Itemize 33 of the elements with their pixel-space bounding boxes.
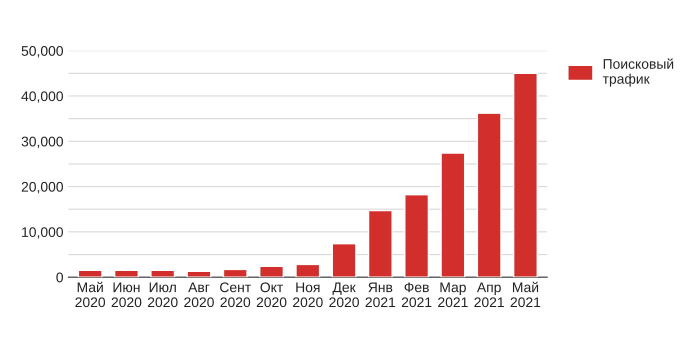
bar: [440, 152, 466, 278]
x-tick-label: Май 2020: [75, 282, 106, 308]
x-tick-label: Окт 2020: [256, 282, 286, 308]
x-tick-label: Фев 2021: [402, 282, 432, 308]
x-tick-label: Апр 2021: [474, 282, 504, 308]
x-tick-label: Сент 2020: [220, 282, 251, 308]
x-tick-label: Ноя 2020: [293, 282, 323, 308]
bar: [186, 270, 212, 278]
bar: [295, 264, 320, 278]
y-tick-label: 10,000: [22, 227, 63, 239]
x-tick-label: Июл 2020: [148, 282, 178, 308]
x-tick-label: Янв 2021: [366, 282, 396, 308]
bar: [332, 242, 357, 278]
bar: [114, 270, 139, 278]
x-tick-label: Мар 2021: [438, 282, 468, 308]
x-tick-label: Май 2021: [510, 282, 540, 308]
y-tick-label: 30,000: [22, 136, 63, 148]
bar: [222, 268, 248, 278]
x-tick-label: Авг 2020: [184, 282, 214, 308]
bar: [512, 72, 538, 278]
y-tick-label: 40,000: [21, 91, 63, 103]
bar: [259, 266, 284, 278]
y-tick-label: 50,000: [22, 46, 63, 58]
legend-label: Поисковый трафик: [602, 58, 674, 87]
bar: [368, 210, 393, 278]
bar: [404, 194, 430, 278]
bar: [476, 112, 502, 278]
bar: [150, 270, 176, 278]
x-tick-label: Дек 2020: [329, 282, 359, 308]
bar: [78, 270, 103, 278]
x-tick-label: Июн 2020: [112, 282, 142, 308]
y-tick-label: 0: [56, 272, 63, 282]
y-tick-label: 20,000: [22, 182, 63, 194]
